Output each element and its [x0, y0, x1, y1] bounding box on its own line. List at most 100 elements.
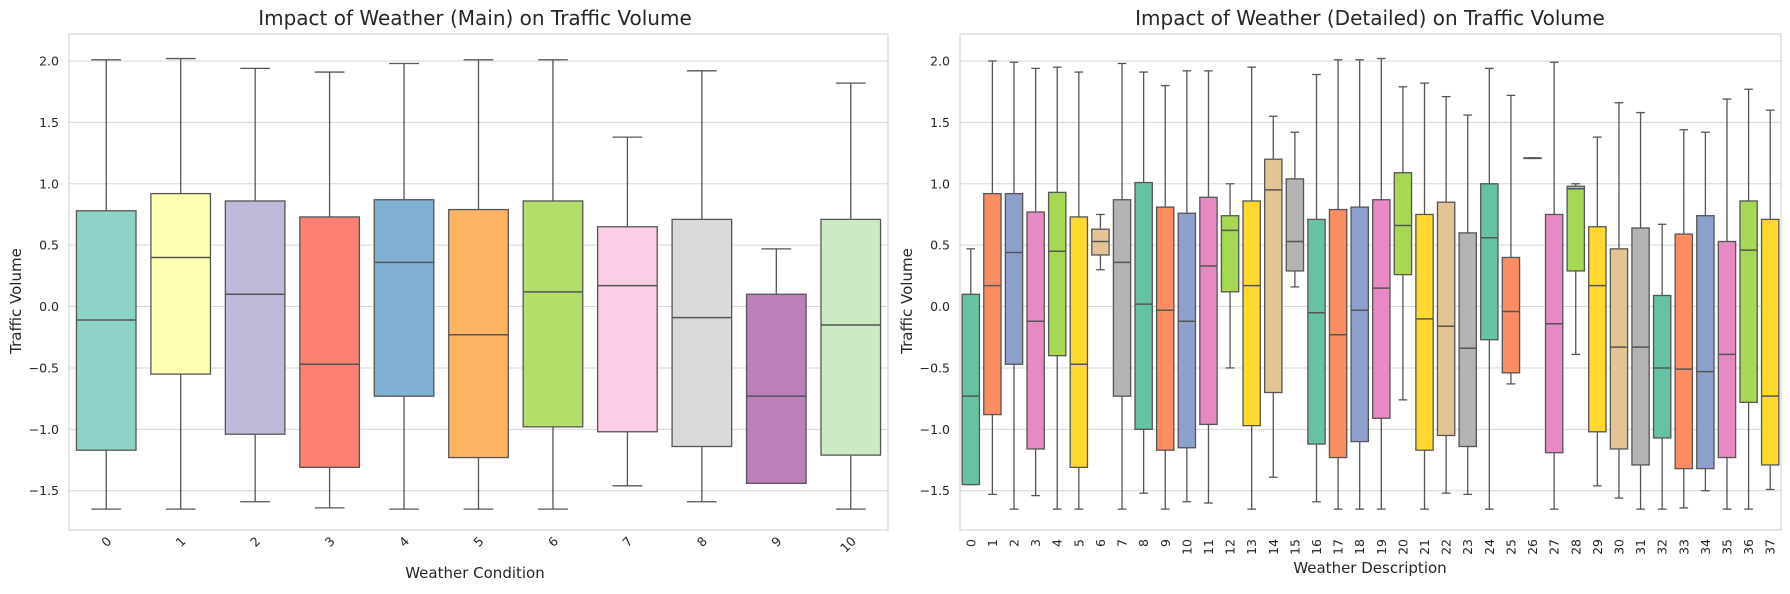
iqr-box	[596, 226, 658, 433]
iqr-box	[1112, 199, 1132, 397]
box-category-33	[1674, 129, 1694, 509]
box-category-26	[1523, 157, 1542, 160]
iqr-box	[1026, 211, 1045, 450]
chart-detailed-weather: Impact of Weather (Detailed) on Traffic …	[898, 6, 1782, 577]
iqr-box	[1242, 200, 1261, 427]
x-axis-label: Weather Description	[1293, 559, 1446, 577]
x-tick-label: 22	[1439, 539, 1454, 555]
iqr-box	[1739, 200, 1758, 403]
x-tick-label: 3	[1028, 539, 1043, 547]
y-tick-label: 1.5	[930, 115, 950, 130]
box-category-10	[1177, 70, 1197, 503]
iqr-box	[1155, 206, 1175, 451]
x-tick-label: 29	[1590, 539, 1605, 555]
y-axis-label: Traffic Volume	[7, 248, 25, 355]
x-tick-label: 10	[837, 533, 859, 555]
x-tick-label: 33	[1676, 539, 1691, 555]
y-tick-label: 1.5	[39, 115, 59, 130]
box-category-23	[1458, 114, 1478, 496]
box-category-9	[745, 248, 807, 484]
x-tick-label: 13	[1244, 539, 1259, 555]
y-tick-label: −1.5	[29, 483, 59, 498]
box-category-36	[1739, 88, 1758, 510]
x-tick-label: 27	[1547, 539, 1562, 555]
box-category-18	[1350, 59, 1369, 510]
box-category-24	[1480, 67, 1499, 510]
iqr-box	[299, 216, 361, 469]
box-category-25	[1501, 94, 1521, 385]
box-category-5	[1069, 71, 1089, 510]
x-tick-label: 24	[1482, 539, 1497, 555]
box-category-19	[1372, 57, 1391, 510]
y-tick-label: 0.5	[930, 238, 950, 253]
x-tick-label: 19	[1374, 539, 1389, 555]
y-tick-label: 2.0	[930, 54, 950, 69]
iqr-box	[1134, 181, 1153, 430]
x-tick-label: 37	[1763, 539, 1778, 555]
iqr-box	[1717, 240, 1737, 459]
x-tick-label: 6	[545, 533, 561, 549]
iqr-box	[75, 210, 137, 451]
x-tick-label: 7	[1115, 539, 1130, 547]
iqr-box	[1263, 158, 1283, 394]
x-tick-label: 0	[98, 533, 114, 549]
y-tick-label: 2.0	[39, 54, 59, 69]
x-tick-label: 8	[694, 533, 710, 549]
y-axis-label: Traffic Volume	[898, 248, 916, 355]
iqr-box	[1199, 196, 1218, 426]
box-category-10	[820, 82, 882, 510]
x-tick-label: 10	[1179, 539, 1194, 555]
box-category-35	[1717, 98, 1737, 510]
y-tick-label: −0.5	[920, 360, 950, 375]
box-category-2	[1004, 61, 1024, 510]
y-tick-label: 1.0	[39, 176, 59, 191]
iqr-box	[1760, 218, 1780, 466]
iqr-box	[1652, 294, 1672, 439]
box-category-4	[373, 62, 435, 510]
y-tick-label: 1.0	[930, 176, 950, 191]
box-category-2	[224, 67, 286, 503]
box-category-22	[1436, 95, 1456, 494]
x-tick-label: 1	[173, 534, 189, 550]
iqr-box	[1372, 199, 1391, 419]
iqr-box	[1566, 185, 1586, 272]
iqr-box	[1350, 206, 1369, 443]
x-tick-label: 6	[1093, 539, 1108, 547]
x-tick-label: 1	[985, 539, 1000, 547]
box-category-9	[1155, 84, 1175, 510]
x-tick-label: 9	[1158, 539, 1173, 547]
box-category-14	[1263, 115, 1283, 478]
iqr-box	[1285, 178, 1305, 272]
iqr-box	[820, 218, 882, 456]
x-tick-label: 25	[1503, 539, 1518, 555]
iqr-box	[1004, 192, 1024, 365]
box-category-3	[1026, 67, 1045, 497]
iqr-box	[522, 200, 584, 428]
box-category-30	[1609, 102, 1629, 499]
iqr-box	[1393, 172, 1413, 276]
iqr-box	[1177, 212, 1197, 449]
box-category-0	[75, 59, 137, 510]
box-category-7	[1112, 62, 1132, 510]
iqr-box	[983, 192, 1002, 416]
box-category-1	[983, 60, 1002, 496]
box-category-32	[1652, 223, 1672, 510]
box-category-6	[1091, 213, 1110, 271]
x-tick-label: 35	[1719, 539, 1734, 555]
box-category-4	[1047, 66, 1067, 510]
x-tick-label: 8	[1136, 539, 1151, 547]
iqr-box	[1609, 248, 1629, 450]
x-tick-label: 5	[1071, 539, 1086, 547]
x-tick-label: 23	[1460, 539, 1475, 555]
iqr-box	[448, 208, 509, 459]
y-tick-label: −1.0	[920, 422, 950, 437]
x-tick-label: 26	[1525, 539, 1540, 555]
box-category-6	[522, 59, 584, 510]
iqr-box	[1220, 215, 1240, 293]
x-tick-label: 31	[1633, 539, 1648, 555]
x-tick-label: 3	[321, 534, 337, 550]
iqr-box	[745, 293, 807, 484]
x-tick-label: 7	[619, 534, 635, 550]
